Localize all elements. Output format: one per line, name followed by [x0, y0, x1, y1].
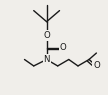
Text: O: O [93, 61, 100, 70]
Text: N: N [43, 55, 50, 64]
Text: O: O [43, 31, 50, 40]
Text: O: O [60, 43, 67, 52]
